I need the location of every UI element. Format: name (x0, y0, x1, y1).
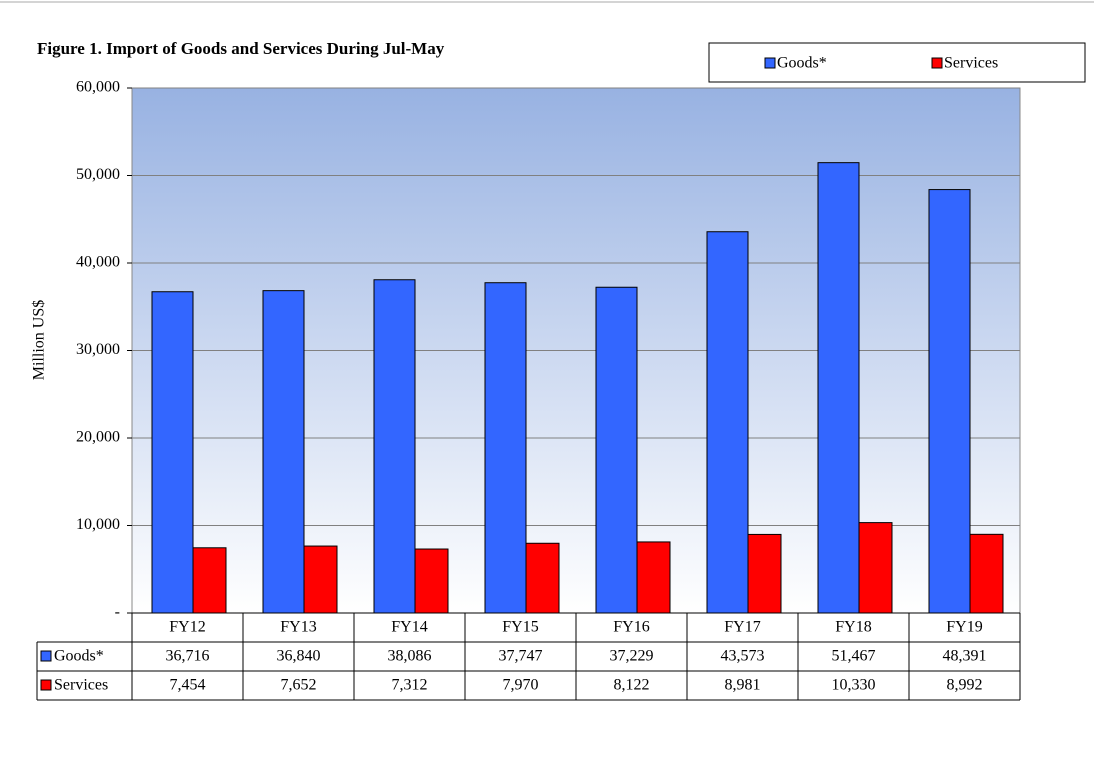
bar (636, 541, 671, 614)
table-value: 8,122 (614, 677, 650, 694)
table-value: 7,652 (281, 677, 317, 694)
bar (858, 522, 893, 614)
legend (708, 42, 1086, 83)
bar (151, 291, 194, 614)
x-tick-label: FY12 (169, 619, 205, 636)
x-tick-label: FY15 (502, 619, 538, 636)
bar (303, 545, 338, 614)
table-value: 43,573 (721, 648, 765, 665)
table-value: 51,467 (832, 648, 876, 665)
bar (373, 279, 416, 614)
y-tick-label: 60,000 (76, 79, 120, 96)
table-row-label: Goods* (54, 648, 104, 665)
legend-swatch (764, 57, 776, 69)
x-tick-label: FY14 (391, 619, 427, 636)
table-legend-swatch (40, 679, 52, 691)
y-tick-label: 50,000 (76, 166, 120, 183)
table-value: 37,747 (499, 648, 543, 665)
table-value: 7,970 (503, 677, 539, 694)
table-value: 48,391 (943, 648, 987, 665)
x-tick-label: FY13 (280, 619, 316, 636)
table-value: 8,981 (725, 677, 761, 694)
table-value: 7,312 (392, 677, 428, 694)
table-legend-swatch (40, 650, 52, 662)
x-tick-label: FY18 (835, 619, 871, 636)
x-tick-label: FY19 (946, 619, 982, 636)
bar (817, 162, 860, 614)
legend-label: Services (944, 55, 998, 72)
bar (484, 282, 527, 614)
table-value: 36,840 (277, 648, 321, 665)
legend-label: Goods* (777, 55, 827, 72)
y-tick-label: 20,000 (76, 429, 120, 446)
x-tick-label: FY17 (724, 619, 760, 636)
bar (747, 533, 782, 614)
bar (262, 290, 305, 614)
bar (525, 542, 560, 614)
chart-title: Figure 1. Import of Goods and Services D… (37, 39, 445, 58)
bar (706, 231, 749, 614)
table-value: 37,229 (610, 648, 654, 665)
bar (969, 533, 1004, 614)
y-tick-label: 40,000 (76, 254, 120, 271)
y-tick-label: 10,000 (76, 516, 120, 533)
y-axis-label: Million US$ (31, 300, 48, 380)
bar (928, 189, 971, 614)
table-value: 8,992 (947, 677, 983, 694)
table-row-label: Services (54, 677, 108, 694)
table-value: 10,330 (832, 677, 876, 694)
legend-swatch (931, 57, 943, 69)
y-tick-label: - (115, 604, 120, 621)
y-tick-label: 30,000 (76, 341, 120, 358)
table-value: 36,716 (166, 648, 210, 665)
bar (414, 548, 449, 614)
table-value: 38,086 (388, 648, 432, 665)
bar (595, 286, 638, 614)
x-tick-label: FY16 (613, 619, 649, 636)
bar (192, 547, 227, 614)
table-value: 7,454 (170, 677, 206, 694)
